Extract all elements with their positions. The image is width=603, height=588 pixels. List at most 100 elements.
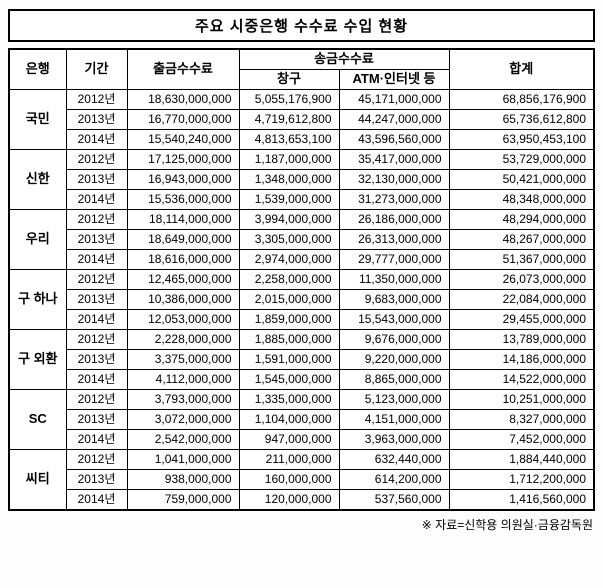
table-row: 2014년 12,053,000,000 1,859,000,000 15,543,0… [9, 309, 595, 330]
counter-fee-cell: 2,015,000,000 [238, 289, 340, 310]
atm-internet-fee-cell: 29,777,000,000 [338, 249, 450, 270]
bank-name-cell: 구 하나 [8, 269, 67, 330]
table-row: 2013년 10,386,000,000 2,015,000,000 9,683,00… [9, 289, 595, 310]
total-cell: 22,084,000,000 [448, 289, 595, 310]
atm-internet-fee-cell: 537,560,000 [338, 489, 450, 511]
total-cell: 63,950,453,100 [448, 129, 595, 150]
withdrawal-fee-cell: 16,943,000,000 [126, 169, 240, 190]
atm-internet-fee-cell: 3,963,000,000 [338, 429, 450, 450]
header-withdrawal-fee: 출금수수료 [126, 48, 240, 90]
total-cell: 1,884,440,000 [448, 449, 595, 470]
counter-fee-cell: 1,591,000,000 [238, 349, 340, 370]
bank-name-cell: 구 외환 [8, 329, 67, 390]
fee-table: 은행 기간 출금수수료 송금수수료 합계 창구 ATM·인터넷 등 국민 2012… [8, 48, 595, 511]
table-row: 2014년 15,540,240,000 4,813,653,100 43,596,5… [9, 129, 595, 150]
atm-internet-fee-cell: 26,186,000,000 [338, 209, 450, 230]
total-cell: 48,294,000,000 [448, 209, 595, 230]
counter-fee-cell: 1,104,000,000 [238, 409, 340, 430]
withdrawal-fee-cell: 3,793,000,000 [126, 389, 240, 410]
atm-internet-fee-cell: 632,440,000 [338, 449, 450, 470]
total-cell: 29,455,000,000 [448, 309, 595, 330]
period-cell: 2013년 [65, 169, 128, 190]
counter-fee-cell: 2,258,000,000 [238, 269, 340, 290]
withdrawal-fee-cell: 3,072,000,000 [126, 409, 240, 430]
period-cell: 2013년 [65, 349, 128, 370]
withdrawal-fee-cell: 18,114,000,000 [126, 209, 240, 230]
withdrawal-fee-cell: 1,041,000,000 [126, 449, 240, 470]
counter-fee-cell: 4,813,653,100 [238, 129, 340, 150]
table-row: 국민 2012년 18,630,000,000 5,055,176,900 45,171… [8, 89, 595, 150]
withdrawal-fee-cell: 15,540,240,000 [126, 129, 240, 150]
total-cell: 8,327,000,000 [448, 409, 595, 430]
period-cell: 2012년 [65, 389, 128, 410]
counter-fee-cell: 1,187,000,000 [238, 149, 340, 170]
period-cell: 2012년 [65, 449, 128, 470]
period-cell: 2012년 [65, 209, 128, 230]
table-row: 2014년 759,000,000 120,000,000 537,560,000 1,… [9, 489, 595, 511]
withdrawal-fee-cell: 4,112,000,000 [126, 369, 240, 390]
atm-internet-fee-cell: 9,220,000,000 [338, 349, 450, 370]
total-cell: 13,789,000,000 [448, 329, 595, 350]
header-total: 합계 [448, 48, 595, 90]
fee-table-body: 국민 2012년 18,630,000,000 5,055,176,900 45,171… [8, 89, 595, 511]
withdrawal-fee-cell: 12,053,000,000 [126, 309, 240, 330]
withdrawal-fee-cell: 18,649,000,000 [126, 229, 240, 250]
period-cell: 2014년 [65, 489, 128, 511]
total-cell: 50,421,000,000 [448, 169, 595, 190]
counter-fee-cell: 1,545,000,000 [238, 369, 340, 390]
fee-table-header: 은행 기간 출금수수료 송금수수료 합계 창구 ATM·인터넷 등 [8, 48, 595, 90]
total-cell: 65,736,612,800 [448, 109, 595, 130]
bank-name-cell: 국민 [8, 89, 67, 150]
atm-internet-fee-cell: 26,313,000,000 [338, 229, 450, 250]
atm-internet-fee-cell: 32,130,000,000 [338, 169, 450, 190]
bank-name-cell: 신한 [8, 149, 67, 210]
withdrawal-fee-cell: 16,770,000,000 [126, 109, 240, 130]
withdrawal-fee-cell: 2,542,000,000 [126, 429, 240, 450]
period-cell: 2012년 [65, 149, 128, 170]
atm-internet-fee-cell: 45,171,000,000 [338, 89, 450, 110]
period-cell: 2012년 [65, 269, 128, 290]
table-row: 2014년 15,536,000,000 1,539,000,000 31,273,0… [9, 189, 595, 210]
counter-fee-cell: 120,000,000 [238, 489, 340, 511]
withdrawal-fee-cell: 2,228,000,000 [126, 329, 240, 350]
total-cell: 10,251,000,000 [448, 389, 595, 410]
table-row: 2014년 4,112,000,000 1,545,000,000 8,865,000… [9, 369, 595, 390]
period-cell: 2012년 [65, 89, 128, 110]
counter-fee-cell: 1,335,000,000 [238, 389, 340, 410]
withdrawal-fee-cell: 938,000,000 [126, 469, 240, 490]
table-row: 씨티 2012년 1,041,000,000 211,000,000 632,440,0… [8, 449, 595, 511]
atm-internet-fee-cell: 35,417,000,000 [338, 149, 450, 170]
table-row: 우리 2012년 18,114,000,000 3,994,000,000 26,186… [8, 209, 595, 270]
counter-fee-cell: 1,885,000,000 [238, 329, 340, 350]
total-cell: 1,712,200,000 [448, 469, 595, 490]
period-cell: 2012년 [65, 329, 128, 350]
period-cell: 2014년 [65, 249, 128, 270]
period-cell: 2013년 [65, 289, 128, 310]
atm-internet-fee-cell: 44,247,000,000 [338, 109, 450, 130]
table-row: 2013년 938,000,000 160,000,000 614,200,000 1,… [9, 469, 595, 490]
period-cell: 2013년 [65, 109, 128, 130]
period-cell: 2013년 [65, 409, 128, 430]
bank-name-cell: 우리 [8, 209, 67, 270]
table-row: 2013년 3,072,000,000 1,104,000,000 4,151,000… [9, 409, 595, 430]
table-row: 2013년 18,649,000,000 3,305,000,000 26,313,0… [9, 229, 595, 250]
period-cell: 2014년 [65, 189, 128, 210]
header-atm-internet: ATM·인터넷 등 [338, 69, 450, 90]
withdrawal-fee-cell: 17,125,000,000 [126, 149, 240, 170]
table-row: 2014년 18,616,000,000 2,974,000,000 29,777,0… [9, 249, 595, 270]
total-cell: 53,729,000,000 [448, 149, 595, 170]
total-cell: 1,416,560,000 [448, 489, 595, 511]
bank-name-cell: 씨티 [8, 449, 67, 511]
page-title: 주요 시중은행 수수료 수입 현황 [8, 9, 595, 42]
source-note: ※ 자료=신학용 의원실·금융감독원 [421, 518, 593, 532]
total-cell: 26,073,000,000 [448, 269, 595, 290]
table-row: 신한 2012년 17,125,000,000 1,187,000,000 35,417… [8, 149, 595, 210]
header-counter: 창구 [238, 69, 340, 90]
total-cell: 48,267,000,000 [448, 229, 595, 250]
atm-internet-fee-cell: 9,683,000,000 [338, 289, 450, 310]
withdrawal-fee-cell: 18,616,000,000 [126, 249, 240, 270]
total-cell: 51,367,000,000 [448, 249, 595, 270]
period-cell: 2014년 [65, 429, 128, 450]
counter-fee-cell: 5,055,176,900 [238, 89, 340, 110]
total-cell: 48,348,000,000 [448, 189, 595, 210]
